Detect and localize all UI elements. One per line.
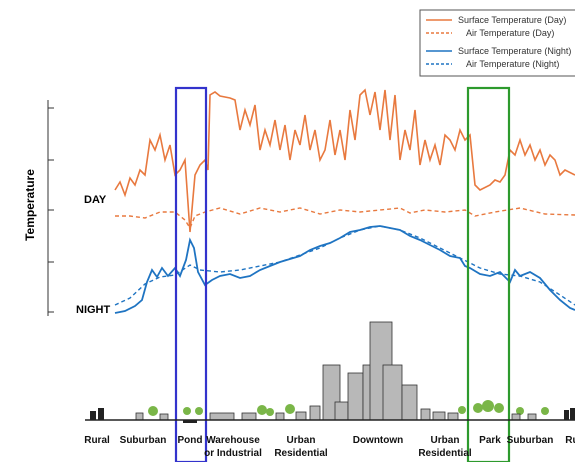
diagram: Surface Temperature (Day) Air Temperatur… (0, 0, 575, 462)
legend-label: Surface Temperature (Night) (458, 46, 571, 56)
zone-label: Residential (274, 448, 328, 459)
y-axis (48, 100, 54, 316)
zone-label: or Industrial (204, 448, 262, 459)
legend-label: Air Temperature (Night) (466, 59, 559, 69)
zone-label: Downtown (353, 435, 404, 446)
legend-label: Surface Temperature (Day) (458, 15, 566, 25)
zone-label: Rural (84, 435, 110, 446)
zone-label: Residential (418, 448, 472, 459)
zone-label: Rural (565, 435, 575, 446)
zone-label: Urban (431, 435, 460, 446)
zone-label: Suburban (507, 435, 554, 446)
zone-label: Pond (178, 435, 203, 446)
zone-label: Park (479, 435, 501, 446)
y-axis-label: Temperature (23, 169, 37, 241)
day-label: DAY (84, 194, 107, 206)
legend-label: Air Temperature (Day) (466, 28, 554, 38)
day-air-curve (115, 208, 575, 228)
night-label: NIGHT (76, 304, 111, 316)
zone-label: Urban (287, 435, 316, 446)
zone-label: Warehouse (206, 435, 260, 446)
skyline (85, 322, 575, 423)
zone-label: Suburban (120, 435, 167, 446)
